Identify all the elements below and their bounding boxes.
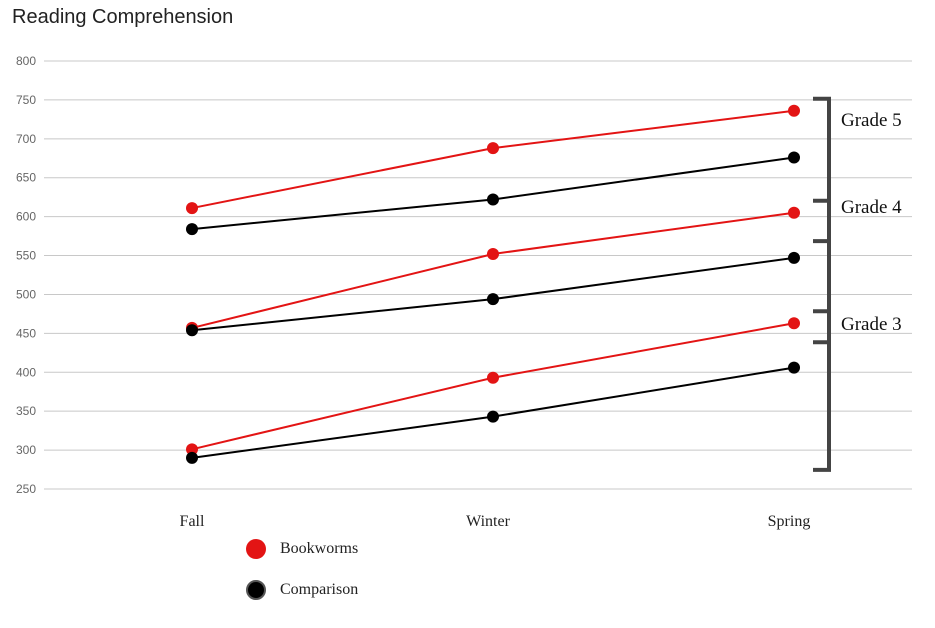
y-tick-label-300: 300	[16, 443, 36, 457]
x-tick-label-spring: Spring	[768, 513, 811, 530]
y-tick-label-700: 700	[16, 132, 36, 146]
point-grade-5-bookworms-fall	[186, 202, 198, 215]
legend-label-comparison: Comparison	[280, 581, 359, 598]
legend-label-bookworms: Bookworms	[280, 540, 359, 557]
y-tick-label-550: 550	[16, 249, 36, 263]
y-tick-label-500: 500	[16, 287, 36, 301]
y-tick-label-600: 600	[16, 210, 36, 224]
point-grade-4-comparison-spring	[788, 251, 800, 264]
bracket-grade-4	[813, 198, 831, 345]
y-tick-label-350: 350	[16, 404, 36, 418]
series-line-grade-5-comparison	[191, 156, 795, 231]
point-grade-4-comparison-winter	[487, 293, 499, 306]
x-tick-label-fall: Fall	[180, 513, 205, 530]
point-grade-3-bookworms-fall	[186, 443, 198, 456]
y-tick-label-800: 800	[16, 54, 36, 68]
group-label-grade-3: Grade 3	[841, 314, 902, 335]
y-tick-label-400: 400	[16, 365, 36, 379]
point-grade-3-comparison-winter	[487, 410, 499, 423]
y-tick-label-250: 250	[16, 482, 36, 496]
point-grade-3-bookworms-winter	[487, 371, 499, 384]
chart-title: Reading Comprehension	[12, 6, 234, 28]
group-label-grade-4: Grade 4	[841, 197, 902, 218]
y-tick-label-750: 750	[16, 93, 36, 107]
point-grade-5-comparison-winter	[487, 193, 499, 206]
y-tick-label-650: 650	[16, 171, 36, 185]
bracket-grade-5	[813, 96, 831, 244]
point-grade-5-comparison-spring	[788, 151, 800, 164]
point-grade-4-bookworms-spring	[788, 206, 800, 219]
series-line-grade-3-bookworms	[191, 322, 795, 451]
x-tick-label-winter: Winter	[466, 513, 510, 530]
y-tick-label-450: 450	[16, 326, 36, 340]
legend: Bookworms Comparison	[246, 538, 358, 620]
point-grade-4-comparison-fall	[186, 324, 198, 337]
point-grade-5-comparison-fall	[186, 223, 198, 236]
point-grade-4-bookworms-winter	[487, 247, 499, 260]
point-grade-5-bookworms-spring	[788, 104, 800, 117]
point-grade-3-comparison-spring	[788, 361, 800, 374]
point-grade-3-comparison-fall	[186, 451, 198, 464]
bracket-grade-3	[813, 309, 831, 472]
legend-marker-bookworms-icon	[246, 539, 266, 559]
legend-item-bookworms[interactable]: Bookworms	[246, 538, 358, 560]
legend-item-comparison[interactable]: Comparison	[246, 579, 358, 601]
group-label-grade-5: Grade 5	[841, 110, 902, 131]
point-grade-5-bookworms-winter	[487, 142, 499, 155]
point-grade-3-bookworms-spring	[788, 317, 800, 330]
series-line-grade-5-bookworms	[191, 109, 795, 210]
legend-marker-comparison-icon	[246, 580, 266, 600]
